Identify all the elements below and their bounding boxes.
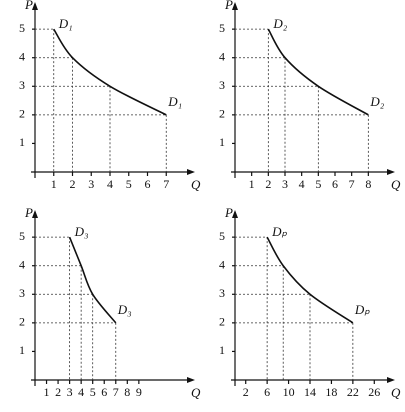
- curve-label-end: Dₚ: [354, 302, 370, 317]
- y-tick-label: 3: [19, 78, 25, 92]
- x-arrow: [387, 377, 395, 383]
- x-axis-label: Q: [191, 177, 201, 192]
- curve-label-start: D₃: [74, 224, 89, 239]
- x-tick-label: 2: [243, 385, 249, 399]
- x-tick-label: 8: [124, 385, 130, 399]
- y-axis-label: P: [224, 0, 233, 12]
- x-tick-label: 5: [315, 177, 321, 191]
- y-arrow: [32, 210, 38, 218]
- x-tick-label: 6: [101, 385, 107, 399]
- x-tick-label: 2: [55, 385, 61, 399]
- x-tick-label: 6: [264, 385, 270, 399]
- x-tick-label: 9: [136, 385, 142, 399]
- x-tick-label: 2: [265, 177, 271, 191]
- x-tick-label: 2: [70, 177, 76, 191]
- x-tick-label: 1: [44, 385, 50, 399]
- y-tick-label: 4: [19, 49, 25, 63]
- x-tick-label: 18: [325, 385, 337, 399]
- y-tick-label: 4: [219, 257, 225, 271]
- y-tick-label: 1: [219, 343, 225, 357]
- y-arrow: [232, 210, 238, 218]
- curve-label-end: D₂: [369, 94, 384, 109]
- curve-label-start: D₂: [272, 16, 287, 31]
- x-tick-label: 8: [365, 177, 371, 191]
- x-tick-label: 4: [78, 385, 84, 399]
- x-tick-label: 1: [51, 177, 57, 191]
- y-tick-label: 2: [219, 315, 225, 329]
- demand-curve: [68, 236, 117, 324]
- x-tick-label: 4: [299, 177, 305, 191]
- x-tick-label: 3: [67, 385, 73, 399]
- x-tick-label: 10: [283, 385, 295, 399]
- y-tick-label: 5: [219, 229, 225, 243]
- y-axis-label: P: [224, 205, 233, 220]
- curve-label-start: D₁: [58, 16, 73, 31]
- y-tick-label: 2: [19, 107, 25, 121]
- demand-curve: [266, 236, 354, 324]
- y-tick-label: 4: [219, 49, 225, 63]
- x-axis-label: Q: [391, 177, 401, 192]
- curve-label-end: D₁: [167, 94, 182, 109]
- x-tick-label: 14: [304, 385, 316, 399]
- x-tick-label: 7: [349, 177, 355, 191]
- x-tick-label: 4: [107, 177, 113, 191]
- x-tick-label: 6: [145, 177, 151, 191]
- x-tick-label: 22: [347, 385, 359, 399]
- x-tick-label: 5: [126, 177, 132, 191]
- x-tick-label: 7: [113, 385, 119, 399]
- x-axis-label: Q: [391, 385, 401, 400]
- y-tick-label: 5: [19, 229, 25, 243]
- x-tick-label: 6: [332, 177, 338, 191]
- y-arrow: [32, 2, 38, 10]
- x-tick-label: 1: [249, 177, 255, 191]
- demand-curve: [53, 28, 167, 116]
- x-tick-label: 3: [88, 177, 94, 191]
- demand-curve: [267, 28, 369, 116]
- y-axis-label: P: [24, 205, 33, 220]
- y-tick-label: 1: [19, 135, 25, 149]
- y-tick-label: 5: [19, 21, 25, 35]
- x-tick-label: 7: [163, 177, 169, 191]
- x-arrow: [387, 169, 395, 175]
- y-tick-label: 2: [219, 107, 225, 121]
- y-tick-label: 1: [19, 343, 25, 357]
- y-tick-label: 2: [19, 315, 25, 329]
- y-tick-label: 5: [219, 21, 225, 35]
- x-tick-label: 5: [90, 385, 96, 399]
- y-tick-label: 3: [219, 78, 225, 92]
- x-arrow: [187, 377, 195, 383]
- x-arrow: [187, 169, 195, 175]
- y-tick-label: 3: [19, 286, 25, 300]
- x-axis-label: Q: [191, 385, 201, 400]
- x-tick-label: 3: [282, 177, 288, 191]
- curve-label-start: Dₚ: [271, 224, 287, 239]
- y-arrow: [232, 2, 238, 10]
- x-tick-label: 26: [368, 385, 380, 399]
- y-axis-label: P: [24, 0, 33, 12]
- curve-label-end: D₃: [117, 302, 132, 317]
- y-tick-label: 3: [219, 286, 225, 300]
- y-tick-label: 1: [219, 135, 225, 149]
- y-tick-label: 4: [19, 257, 25, 271]
